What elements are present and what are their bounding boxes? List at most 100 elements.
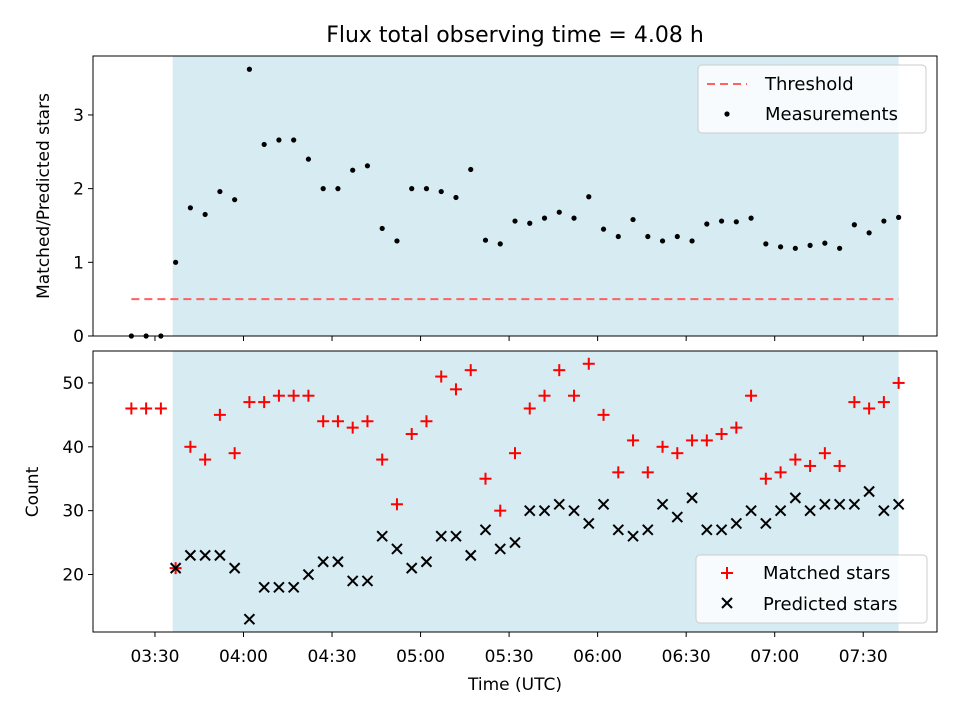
- measurement-point: [468, 166, 474, 173]
- measurement-point: [305, 156, 312, 162]
- predicted-stars-point: [715, 524, 728, 536]
- matched-stars-point: [627, 434, 640, 447]
- predicted-stars-point: [450, 530, 462, 542]
- measurement-point: [202, 211, 208, 218]
- matched-stars-point: [390, 498, 403, 511]
- measurement-point: [453, 194, 459, 201]
- measurement-point: [379, 225, 385, 232]
- y-tick-label: 30: [62, 502, 84, 522]
- predicted-stars-point: [789, 492, 802, 504]
- chart-title: Flux total observing time = 4.08 h: [326, 23, 704, 48]
- measurement-point: [527, 220, 533, 226]
- measurement-point: [822, 240, 828, 246]
- measurement-point: [615, 233, 621, 240]
- predicted-stars-point: [701, 524, 713, 536]
- predicted-stars-point: [258, 581, 270, 594]
- measurement-point: [217, 188, 223, 195]
- matched-stars-point: [494, 504, 507, 517]
- matched-stars-point: [715, 428, 728, 441]
- top-y-axis-label: Matched/Predicted stars: [34, 93, 54, 299]
- matched-stars-point: [538, 389, 551, 402]
- top-x-tick-marks: [154, 336, 864, 341]
- predicted-stars-point: [391, 543, 403, 555]
- matched-stars-point: [184, 440, 197, 453]
- matched-stars-point: [745, 389, 758, 402]
- measurement-point: [733, 219, 739, 225]
- predicted-stars-point: [346, 575, 359, 587]
- predicted-stars-point: [479, 524, 492, 536]
- predicted-stars-point: [760, 517, 772, 530]
- x-tick-label: 05:00: [396, 647, 445, 667]
- predicted-stars-point: [273, 581, 285, 594]
- predicted-stars-point: [833, 498, 846, 510]
- measurement-point: [689, 238, 695, 244]
- predicted-stars-point: [420, 556, 433, 568]
- legend-matched-label: Matched stars: [763, 563, 890, 584]
- legend-predicted-swatch: [721, 597, 733, 609]
- x-tick-label: 07:30: [839, 647, 888, 667]
- bottom-y-axis-label: Count: [23, 466, 43, 517]
- measurement-point: [659, 238, 666, 244]
- matched-stars-point: [833, 459, 846, 472]
- predicted-stars-point: [465, 549, 477, 562]
- predicted-stars-point: [730, 517, 743, 530]
- measurement-point: [512, 218, 518, 224]
- measurement-point: [541, 215, 548, 221]
- y-tick-label: 40: [62, 438, 84, 458]
- matched-stars-point: [568, 389, 581, 402]
- predicted-stars-point: [848, 498, 861, 510]
- legend-matched-swatch: [721, 567, 733, 579]
- predicted-stars-point: [627, 530, 639, 542]
- measurement-point: [851, 222, 857, 228]
- measurement-point: [777, 244, 784, 250]
- predicted-stars-point: [745, 504, 757, 517]
- matched-stars-point: [582, 357, 595, 370]
- predicted-stars-point: [642, 524, 654, 536]
- matched-stars-point: [405, 428, 418, 441]
- measurement-point: [718, 218, 725, 224]
- x-axis-label: Time (UTC): [467, 675, 562, 695]
- predicted-stars-point: [892, 498, 905, 510]
- bottom-axes-frame: [92, 350, 938, 633]
- predicted-stars-point: [863, 485, 875, 498]
- legend-predicted-label: Predicted stars: [763, 594, 897, 615]
- predicted-stars-point: [406, 562, 418, 574]
- x-tick-label: 04:00: [219, 647, 268, 667]
- predicted-stars-point: [524, 504, 536, 517]
- measurement-point: [187, 205, 193, 211]
- predicted-stars-point: [583, 517, 595, 530]
- top-axes-frame: [92, 55, 938, 337]
- matched-stars-point: [361, 415, 374, 428]
- predicted-stars-point: [184, 549, 197, 562]
- measurement-point: [394, 238, 400, 244]
- predicted-stars-point: [243, 613, 256, 625]
- matched-stars-point: [804, 459, 817, 472]
- matched-stars-point: [154, 402, 167, 415]
- matched-stars-point: [641, 466, 654, 479]
- measurement-point: [763, 241, 769, 247]
- matched-stars-point: [700, 434, 713, 447]
- predicted-stars-point: [199, 549, 211, 562]
- measurement-point: [364, 163, 371, 169]
- predicted-stars-point: [671, 511, 684, 523]
- measurement-point: [261, 141, 267, 148]
- matched-stars-point: [449, 383, 462, 396]
- predicted-stars-point: [376, 530, 388, 542]
- predicted-stars-point: [332, 556, 344, 568]
- matched-stars-point: [892, 376, 905, 389]
- matched-stars-point: [435, 370, 448, 383]
- measurement-point: [276, 137, 282, 143]
- predicted-stars-point: [435, 530, 447, 542]
- bottom-y-axis: 20 30 40 50: [62, 374, 93, 586]
- predicted-stars-point: [612, 524, 624, 536]
- matched-stars-point: [140, 402, 153, 415]
- measurement-point: [837, 245, 843, 251]
- matched-stars-point: [863, 402, 876, 415]
- x-tick-label: 03:30: [130, 647, 179, 667]
- matched-stars-point: [774, 466, 787, 479]
- predicted-stars-point: [686, 492, 698, 504]
- measurement-point: [586, 194, 592, 200]
- measurement-point: [335, 186, 341, 192]
- measurement-point: [630, 216, 636, 223]
